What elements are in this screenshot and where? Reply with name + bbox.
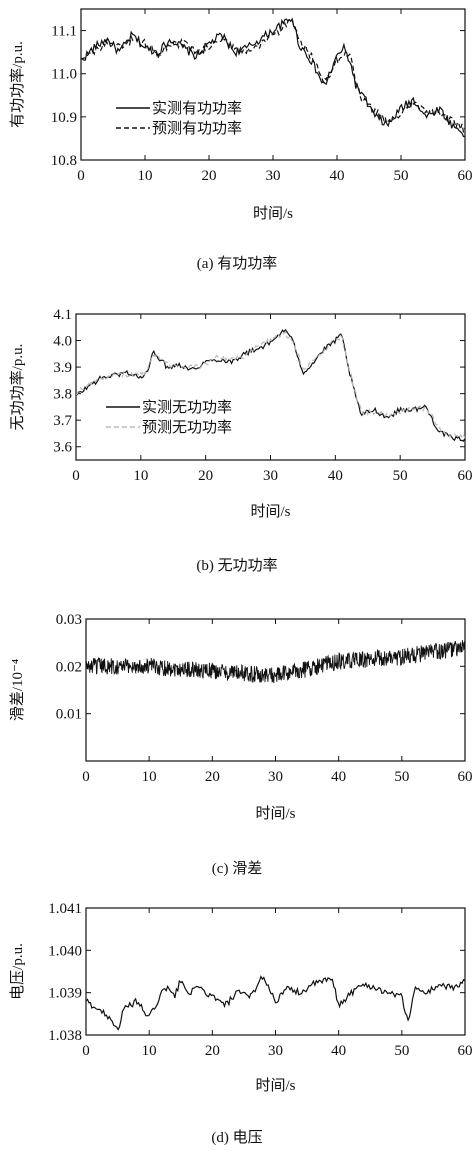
x-axis-label: 时间/s [255, 1077, 295, 1094]
x-tick-label: 10 [142, 1043, 157, 1059]
chart-panel-4: 0 10 20 30 40 50 60 1.038 1.039 1.040 1.041 时间/s 电压/… [9, 901, 473, 1146]
y-tick-label: 0.01 [56, 707, 82, 723]
y-tick-label: 11.1 [51, 24, 77, 40]
x-tick-label: 40 [328, 468, 343, 484]
x-tick-label: 50 [393, 468, 408, 484]
x-tick-label: 60 [458, 168, 473, 184]
x-tick-label: 0 [77, 168, 85, 184]
y-tick-label: 1.038 [48, 1028, 82, 1044]
panel-caption: (c) 滑差 [212, 860, 262, 877]
x-tick-label: 40 [331, 1043, 346, 1059]
x-tick-label: 40 [331, 769, 346, 785]
legend-label: 实测无功功率 [142, 399, 232, 416]
y-tick-label: 0.03 [56, 612, 82, 628]
y-tick-label: 11.0 [51, 67, 77, 83]
x-tick-label: 20 [198, 468, 213, 484]
y-tick-label: 3.6 [53, 440, 72, 456]
chart-panel-1: 0 10 20 30 40 50 60 10.8 10.9 11.0 11.1 时间/s 有功功率/p.… [9, 8, 473, 272]
y-tick-label: 1.039 [48, 986, 82, 1002]
x-tick-label: 30 [263, 468, 278, 484]
x-tick-label: 50 [394, 769, 409, 785]
x-tick-label: 0 [82, 769, 90, 785]
chart-panel-2: 0 10 20 30 40 50 60 3.6 3.7 3.8 3.9 4.0 4.1 时间/s 无功功率/… [9, 307, 473, 574]
legend-label: 实测有功功率 [152, 100, 242, 117]
x-tick-label: 60 [458, 468, 473, 484]
plot-frame [80, 8, 466, 161]
y-tick-label: 0.02 [56, 659, 82, 675]
panel-caption: (b) 无功功率 [196, 557, 277, 574]
plot-frame [85, 907, 466, 1036]
chart-panel-3: 0 10 20 30 40 50 60 0.01 0.02 0.03 时间/s 滑差/10⁻⁴ (c) … [9, 612, 473, 877]
x-tick-label: 50 [394, 168, 409, 184]
legend-label: 预测有功功率 [152, 120, 242, 137]
y-tick-label: 4.0 [53, 334, 72, 350]
y-axis-label: 电压/p.u. [9, 943, 26, 1000]
y-tick-label: 3.9 [53, 360, 72, 376]
series-line-1 [86, 640, 465, 684]
panel-caption: (d) 电压 [211, 1129, 262, 1146]
y-tick-label: 1.041 [48, 901, 82, 917]
legend-label: 预测无功功率 [142, 419, 232, 436]
y-tick-label: 1.040 [48, 943, 82, 959]
y-axis-label: 滑差/10⁻⁴ [9, 659, 26, 721]
series-line-1 [76, 328, 465, 443]
x-tick-label: 30 [266, 168, 281, 184]
y-tick-label: 3.7 [53, 413, 72, 429]
x-tick-label: 30 [268, 1043, 283, 1059]
x-tick-label: 30 [268, 769, 283, 785]
x-axis-label: 时间/s [255, 805, 295, 822]
x-tick-label: 60 [458, 1043, 473, 1059]
x-axis-label: 时间/s [250, 503, 290, 520]
x-tick-label: 10 [142, 769, 157, 785]
y-tick-label: 10.9 [51, 110, 77, 126]
x-tick-label: 20 [205, 1043, 220, 1059]
y-tick-label: 3.8 [53, 387, 72, 403]
x-axis-label: 时间/s [253, 205, 293, 222]
series-line-1 [81, 17, 465, 138]
x-tick-label: 0 [72, 468, 80, 484]
plot-frame [85, 618, 466, 762]
series-line-2 [76, 330, 465, 440]
x-tick-label: 60 [458, 769, 473, 785]
x-tick-label: 50 [394, 1043, 409, 1059]
y-axis-label: 有功功率/p.u. [9, 41, 26, 128]
x-tick-label: 20 [202, 168, 217, 184]
x-tick-label: 10 [133, 468, 148, 484]
y-tick-label: 10.8 [51, 153, 77, 169]
x-tick-label: 0 [82, 1043, 90, 1059]
series-line-2 [81, 18, 465, 133]
y-tick-label: 4.1 [53, 307, 72, 323]
x-tick-label: 20 [205, 769, 220, 785]
series-line-1 [86, 975, 465, 1031]
x-tick-label: 40 [330, 168, 345, 184]
plot-frame [75, 313, 466, 461]
x-tick-label: 10 [138, 168, 153, 184]
y-axis-label: 无功功率/p.u. [9, 344, 26, 431]
panel-caption: (a) 有功功率 [197, 255, 277, 272]
